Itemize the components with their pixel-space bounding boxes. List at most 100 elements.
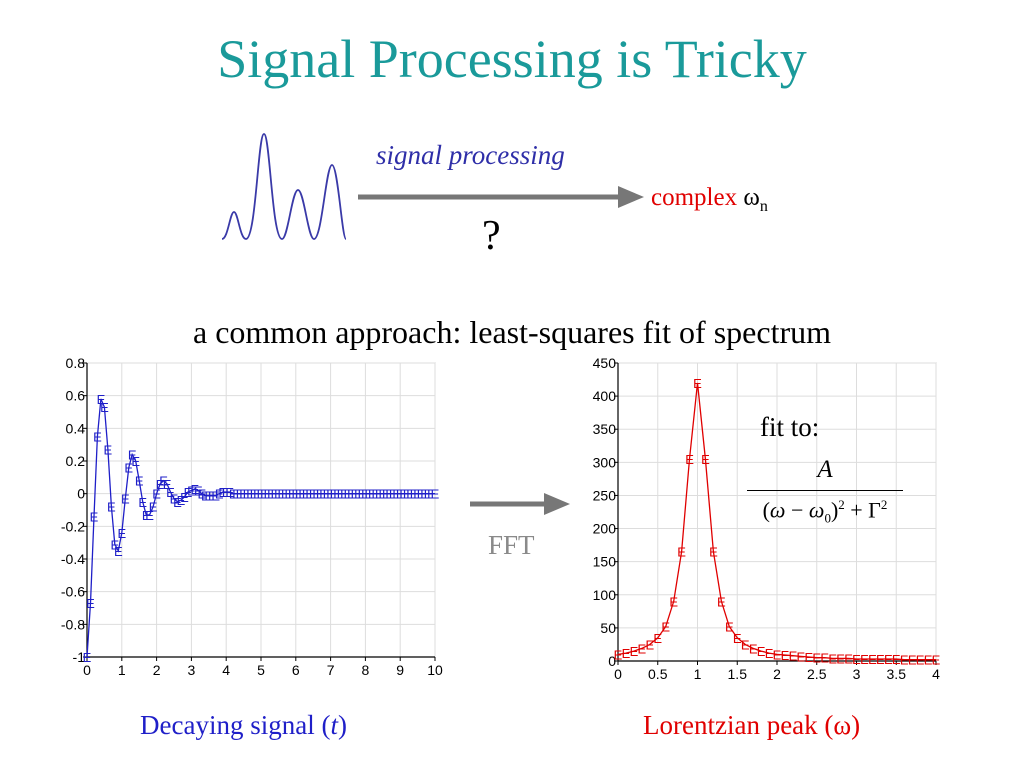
data-point-marker: E [149,500,158,515]
data-point-marker: E [93,430,102,445]
slide-title: Signal Processing is Tricky [217,29,807,89]
data-point-marker: E [187,483,196,498]
data-point-marker: E [868,652,877,667]
x-tick-label: 8 [362,662,370,678]
data-point-marker: E [124,461,133,476]
data-point-marker: E [614,647,623,662]
data-point-marker: E [267,487,276,502]
data-point-marker: E [733,631,742,646]
y-tick-label: 300 [593,454,617,470]
x-tick-label: 0.5 [648,666,668,682]
data-point-marker: E [820,651,829,666]
signal-processing-label: signal processing [376,140,565,170]
y-tick-label: -0.6 [61,584,85,600]
data-point-marker: E [653,631,662,646]
data-point-marker: E [260,487,269,502]
y-tick-label: 0.4 [66,420,86,436]
data-point-marker: E [773,647,782,662]
x-tick-label: 4 [222,662,230,678]
data-point-marker: E [142,508,151,523]
x-tick-label: 9 [396,662,404,678]
data-point-marker: E [804,650,813,665]
data-point-marker: E [253,487,262,502]
data-point-marker: E [211,488,220,503]
data-point-marker: E [717,594,726,609]
data-point-marker: E [403,487,412,502]
question-mark: ? [482,213,501,259]
data-point-marker: E [302,487,311,502]
data-point-marker: E [836,651,845,666]
data-point-marker: E [97,392,106,407]
complex-omega-label: complex ωn [651,184,768,216]
data-point-marker: E [135,474,144,489]
data-point-marker: E [309,487,318,502]
y-tick-label: 0 [77,486,85,502]
data-point-marker: E [281,487,290,502]
approach-text: a common approach: least-squares fit of … [193,314,831,350]
data-point-marker: E [121,492,130,507]
y-tick-label: -0.4 [61,551,85,567]
data-point-marker: E [417,487,426,502]
data-point-marker: E [860,652,869,667]
data-point-marker: E [236,487,245,502]
data-point-marker: E [218,485,227,500]
spectrum-peaks-icon [221,133,347,240]
data-point-marker: E [145,508,154,523]
data-point-marker: E [741,637,750,652]
data-point-marker: E [645,637,654,652]
data-point-marker: E [107,500,116,515]
data-point-marker: E [243,487,252,502]
data-point-marker: E [900,653,909,668]
series-line [86,398,435,658]
data-point-marker: E [351,487,360,502]
data-point-marker: E [305,487,314,502]
data-point-marker: E [90,510,99,525]
x-tick-label: 3.5 [887,666,907,682]
data-point-marker: E [413,487,422,502]
data-point-marker: E [431,487,440,502]
lorentzian-formula: A (ω − ω0)2 + Γ2 [745,456,905,527]
data-point-marker: E [117,526,126,541]
x-tick-label: 0 [614,666,622,682]
fft-label: FFT [488,530,535,560]
data-point-marker: E [215,487,224,502]
data-point-marker: E [638,641,647,656]
y-tick-label: 50 [600,620,616,636]
x-tick-label: 2.5 [807,666,827,682]
complex-word: complex [651,184,738,211]
data-point-marker: E [844,651,853,666]
data-point-marker: E [274,487,283,502]
x-tick-label: 7 [327,662,335,678]
fft-arrow-icon [470,493,570,515]
data-point-marker: E [104,443,113,458]
data-point-marker: E [399,487,408,502]
fraction-bar [747,490,903,491]
data-point-marker: E [264,487,273,502]
omega-subscript: n [759,198,768,215]
x-tick-label: 0 [83,662,91,678]
fit-to-label: fit to: [760,412,820,442]
data-point-marker: E [333,487,342,502]
data-point-marker: E [757,644,766,659]
data-point-marker: E [378,487,387,502]
data-point-marker: E [884,652,893,667]
data-point-marker: E [225,485,234,500]
data-point-marker: E [828,651,837,666]
y-tick-label: -0.8 [61,616,85,632]
data-point-marker: E [410,487,419,502]
data-point-marker: E [316,487,325,502]
lorentzian-peak-chart: 0 0.5 1 1.5 2 2.5 3 3.5 4 450 400 350 300 250 200 150 10… [593,355,941,682]
x-tick-label: 10 [427,662,443,678]
y-tick-label: 0 [608,653,616,669]
data-point-marker: E [392,487,401,502]
data-point-marker: E [406,487,415,502]
x-tick-label: 3 [188,662,196,678]
data-point-marker: E [180,490,189,505]
data-point-marker: E [424,487,433,502]
data-point-marker: E [924,653,933,668]
y-tick-label: 200 [593,521,617,537]
y-tick-label: 250 [593,487,617,503]
data-point-marker: E [337,487,346,502]
data-point-marker: E [194,483,203,498]
data-point-marker: E [427,487,436,502]
